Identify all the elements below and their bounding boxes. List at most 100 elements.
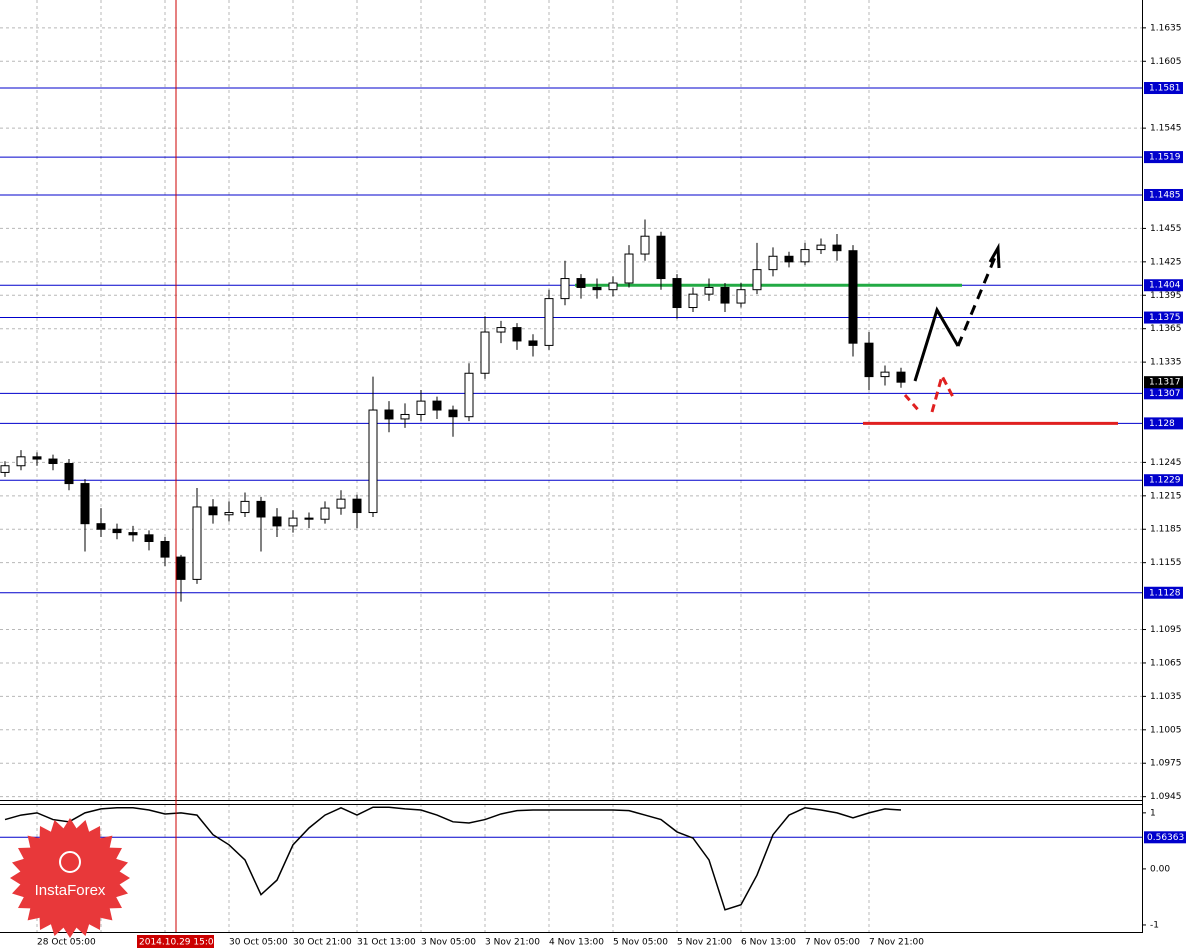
candle-body (96, 523, 106, 530)
candle-body (640, 235, 650, 255)
y-tick-label: -1 (1150, 920, 1159, 930)
indicator-level-label: 0.56363 (1147, 833, 1184, 843)
candles (0, 219, 906, 602)
indicator (0, 806, 1146, 926)
level-label-bg (1144, 279, 1183, 292)
logo-text: InstaForex (35, 882, 106, 899)
candle-body (112, 528, 122, 534)
candle-body (688, 293, 698, 309)
candle-body (512, 327, 522, 342)
candle-body (160, 541, 170, 558)
y-tick-label: 1.1095 (1150, 625, 1182, 635)
candle-body (0, 465, 10, 473)
level-label: 1.1229 (1149, 476, 1181, 486)
candle-body (208, 506, 218, 516)
arrow-head (988, 242, 1001, 269)
candle-body (832, 244, 842, 252)
level-label-bg (1144, 586, 1183, 599)
candle-body (784, 255, 794, 263)
cursor-label-bg (137, 935, 214, 948)
candle-body (528, 340, 538, 346)
y-tick-label: 1.1425 (1150, 257, 1182, 267)
candle-body (464, 372, 474, 418)
level-label: 1.1519 (1149, 153, 1181, 163)
candle-body (736, 289, 746, 304)
forecast-up-dashed (956, 249, 1000, 347)
candle-body (176, 556, 186, 580)
candle-body (704, 286, 714, 295)
price-label-bg (1144, 376, 1183, 389)
x-tick-label: 3 Nov 05:00 (421, 938, 476, 948)
candle-body (576, 278, 586, 288)
candle-body (256, 500, 266, 518)
forecast-down (903, 394, 922, 413)
candle-body (368, 409, 378, 514)
candle-body (816, 244, 826, 251)
candle-body (240, 500, 250, 514)
candle-body (496, 327, 506, 333)
candle-body (800, 249, 810, 263)
candle-body (448, 409, 458, 418)
candle-body (48, 458, 58, 465)
candle-body (224, 512, 234, 516)
x-tick-label: 30 Oct 21:00 (293, 938, 352, 948)
candle-body (592, 286, 602, 291)
y-tick-label: 1.1155 (1150, 558, 1182, 568)
forecast-up (913, 306, 960, 382)
candle-body (624, 253, 634, 284)
x-tick-label: 30 Oct 05:00 (229, 938, 288, 948)
y-tick-label: 1.1455 (1150, 224, 1182, 234)
level-label: 1.1307 (1149, 389, 1181, 399)
forecast-arrows (903, 242, 1001, 413)
candle-body (864, 342, 874, 378)
candle-body (768, 255, 778, 271)
candle-body (656, 235, 666, 280)
candle-body (16, 456, 26, 467)
x-tick-label: 28 Oct 05:00 (37, 938, 96, 948)
y-tick-label: 1 (1150, 808, 1156, 818)
y-tick-label: 1.1395 (1150, 291, 1182, 301)
candle-body (480, 331, 490, 374)
candle-body (720, 286, 730, 304)
y-tick-label: 1.1335 (1150, 358, 1182, 368)
candle-body (288, 517, 298, 527)
candle-body (400, 413, 410, 420)
y-tick-label: 1.1035 (1150, 692, 1182, 702)
candle-body (416, 400, 426, 415)
frame (0, 0, 1143, 933)
candle-body (560, 278, 570, 300)
level-label-bg (1144, 831, 1186, 844)
y-tick-label: 1.1605 (1150, 57, 1182, 67)
x-tick-label: 4 Nov 13:00 (549, 938, 604, 948)
level-label-bg (1144, 474, 1183, 487)
candle-body (144, 534, 154, 543)
candle-body (320, 507, 330, 520)
x-tick-label: 5 Nov 21:00 (677, 938, 732, 948)
level-label: 1.1485 (1149, 190, 1181, 200)
y-tick-label: 1.0945 (1150, 792, 1182, 802)
forecast-down-return (930, 371, 955, 413)
level-label: 1.1375 (1149, 313, 1181, 323)
y-tick-label: 1.1365 (1150, 324, 1182, 334)
candle-body (64, 463, 74, 485)
candle-body (384, 409, 394, 420)
x-tick-label: 5 Nov 05:00 (613, 938, 668, 948)
y-tick-label: 1.0975 (1150, 759, 1182, 769)
y-tick-label: 1.1005 (1150, 725, 1182, 735)
candle-body (608, 282, 618, 291)
y-tick-label: 1.1635 (1150, 23, 1182, 33)
level-label: 1.1581 (1149, 84, 1181, 94)
candle-body (192, 506, 202, 580)
y-tick-label: 1.1245 (1150, 458, 1182, 468)
logo: InstaForex (10, 818, 130, 938)
candle-body (432, 400, 442, 411)
x-tick-label: 7 Nov 21:00 (869, 938, 924, 948)
candle-body (128, 532, 138, 536)
level-label: 1.1404 (1149, 281, 1181, 291)
levels (0, 87, 1142, 594)
level-label-bg (1144, 387, 1183, 400)
y-tick-label: 0.00 (1150, 864, 1170, 874)
